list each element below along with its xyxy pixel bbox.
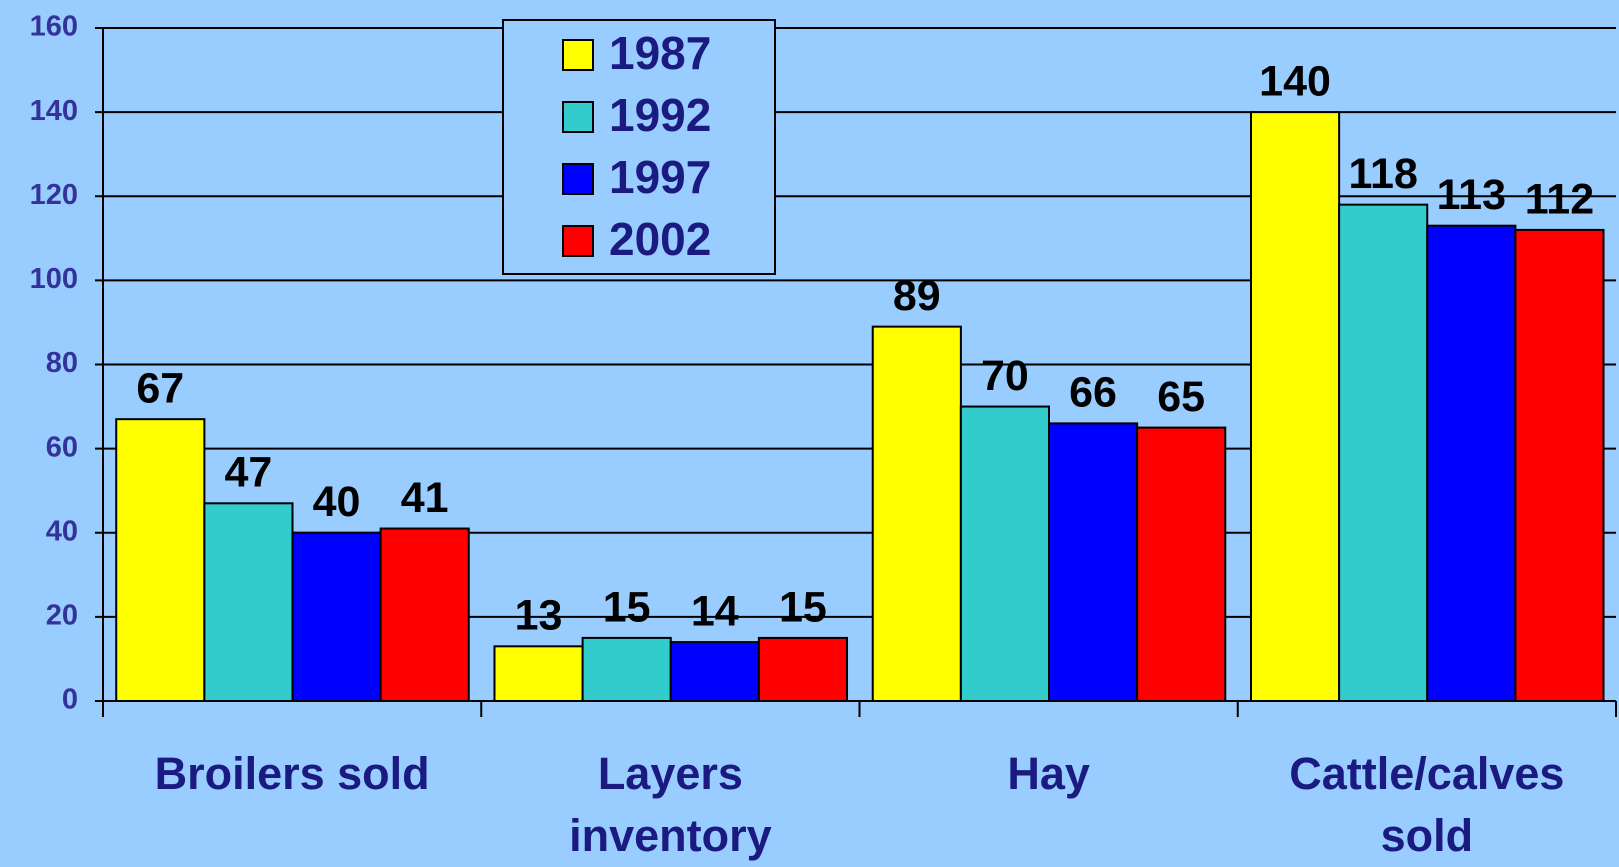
legend-label: 1987 bbox=[609, 27, 711, 79]
data-label: 47 bbox=[225, 449, 273, 497]
data-label: 40 bbox=[313, 478, 361, 526]
bar bbox=[203, 502, 294, 702]
bar bbox=[291, 531, 382, 702]
data-label: 70 bbox=[981, 352, 1029, 400]
y-tick-label: 60 bbox=[46, 431, 78, 463]
x-tick-label: Broilers sold bbox=[154, 748, 430, 799]
bar bbox=[871, 325, 962, 702]
y-tick-label: 160 bbox=[30, 11, 78, 43]
data-label: 66 bbox=[1069, 369, 1117, 417]
data-label: 89 bbox=[893, 272, 941, 320]
data-label: 13 bbox=[515, 592, 563, 640]
bar bbox=[115, 418, 206, 702]
data-label: 112 bbox=[1525, 175, 1594, 223]
y-tick-label: 20 bbox=[46, 600, 78, 632]
y-tick-label: 0 bbox=[62, 684, 78, 716]
x-tick-label: Hay bbox=[1007, 748, 1090, 799]
data-label: 14 bbox=[691, 587, 739, 635]
bar bbox=[1048, 422, 1139, 702]
legend-swatch bbox=[562, 39, 594, 71]
bar bbox=[1514, 228, 1605, 702]
y-tick-label: 40 bbox=[46, 515, 78, 547]
bar bbox=[757, 636, 849, 702]
data-label: 113 bbox=[1437, 171, 1506, 219]
y-tick-label: 140 bbox=[30, 95, 78, 127]
data-label: 67 bbox=[136, 365, 184, 413]
bar bbox=[959, 405, 1051, 702]
bar bbox=[581, 636, 672, 702]
data-label: 118 bbox=[1348, 150, 1417, 198]
bar bbox=[1249, 111, 1341, 702]
bar bbox=[379, 527, 470, 703]
x-tick-label: Layers inventory bbox=[569, 748, 772, 861]
x-tick-label: Cattle/calves sold bbox=[1289, 748, 1565, 861]
legend-swatch bbox=[562, 225, 594, 257]
legend-label: 1992 bbox=[609, 89, 711, 141]
bar bbox=[669, 641, 760, 702]
legend-swatch bbox=[562, 163, 594, 195]
legend-label: 2002 bbox=[609, 213, 711, 265]
bar bbox=[493, 645, 584, 702]
bar bbox=[1338, 203, 1429, 702]
data-label: 65 bbox=[1157, 373, 1205, 421]
data-label: 140 bbox=[1259, 57, 1331, 105]
data-label: 15 bbox=[779, 583, 827, 631]
y-tick-label: 80 bbox=[46, 347, 78, 379]
legend-swatch bbox=[562, 101, 594, 133]
data-label: 15 bbox=[603, 583, 651, 631]
y-tick-label: 120 bbox=[30, 179, 78, 211]
y-tick-label: 100 bbox=[30, 263, 78, 295]
data-label: 41 bbox=[401, 474, 449, 522]
legend-box bbox=[502, 19, 776, 275]
bar bbox=[1426, 224, 1517, 702]
bar bbox=[1136, 426, 1227, 702]
legend-label: 1997 bbox=[609, 151, 711, 203]
